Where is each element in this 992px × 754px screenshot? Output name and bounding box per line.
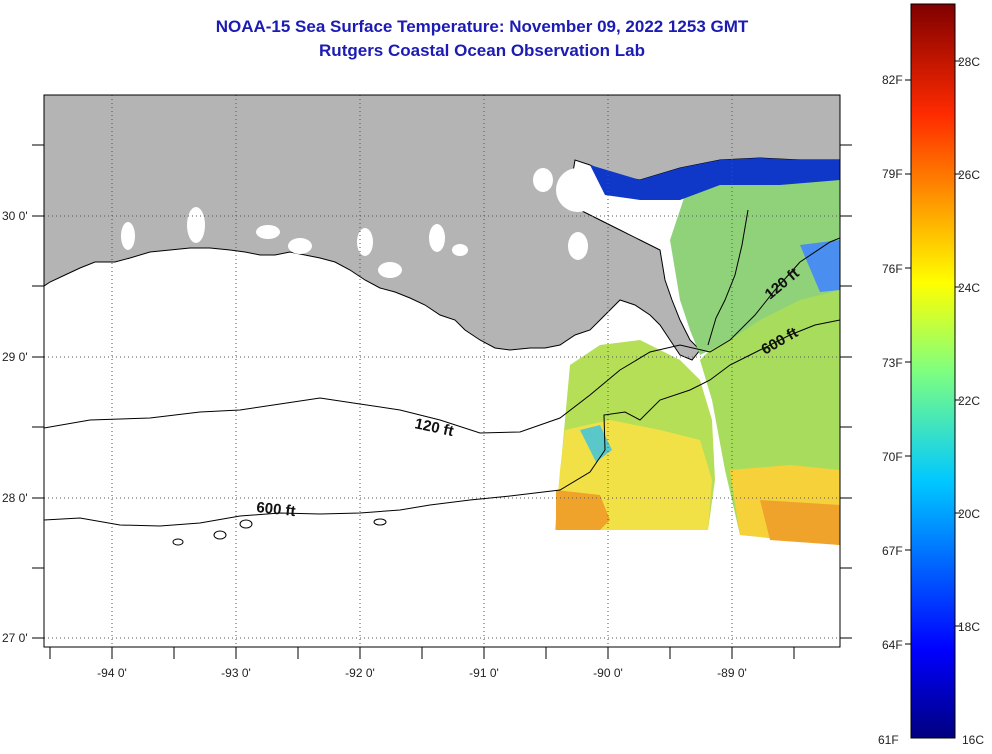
colorbar-f-label: 61F <box>878 733 899 747</box>
shelf-features <box>172 518 387 546</box>
contour-120ft <box>44 237 840 434</box>
colorbar-c-label: 16C <box>962 733 984 747</box>
colorbar-f-label: 64F <box>882 638 903 652</box>
colorbar-f-label: 76F <box>882 262 903 276</box>
axis-ticks <box>32 144 852 659</box>
map-subtitle: Rutgers Coastal Ocean Observation Lab <box>319 41 645 60</box>
lat-label: 29 0' <box>2 350 28 364</box>
lat-label: 30 0' <box>2 209 28 223</box>
colorbar-f-label: 82F <box>882 73 903 87</box>
lon-label: -94 0' <box>97 666 127 680</box>
lon-label: -91 0' <box>469 666 499 680</box>
contour-label-600ft-west: 600 ft <box>256 499 297 520</box>
colorbar-f-label: 79F <box>882 167 903 181</box>
lon-label: -92 0' <box>345 666 375 680</box>
colorbar-c-label: 24C <box>958 281 980 295</box>
lon-label: -93 0' <box>221 666 251 680</box>
lat-label: 28 0' <box>2 491 28 505</box>
colorbar-f-label: 67F <box>882 544 903 558</box>
colorbar-c-label: 20C <box>958 507 980 521</box>
graticule <box>44 95 840 647</box>
mississippi-river <box>707 209 749 346</box>
colorbar-c-label: 18C <box>958 620 980 634</box>
color-scale-bar <box>910 3 956 739</box>
colorbar-f-label: 73F <box>882 356 903 370</box>
lon-label: -89 0' <box>717 666 747 680</box>
colorbar-f-label: 70F <box>882 450 903 464</box>
map-title: NOAA-15 Sea Surface Temperature: Novembe… <box>215 17 749 36</box>
lat-label: 27 0' <box>2 631 28 645</box>
colorbar-c-label: 26C <box>958 168 980 182</box>
contour-600ft <box>44 319 840 527</box>
colorbar-c-label: 22C <box>958 394 980 408</box>
lon-label: -90 0' <box>593 666 623 680</box>
colorbar-c-label: 28C <box>958 55 980 69</box>
